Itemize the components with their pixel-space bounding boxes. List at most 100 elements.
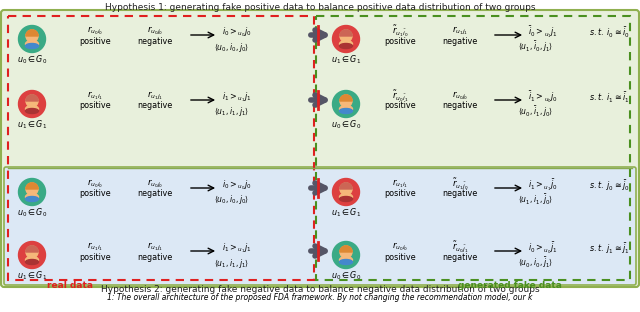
Text: $s.t.\; i_1 \cong \bar{i}_1$: $s.t.\; i_1 \cong \bar{i}_1$	[589, 91, 630, 105]
Ellipse shape	[26, 109, 38, 114]
Text: $i_0 >_{u_0} \bar{j}_1$: $i_0 >_{u_0} \bar{j}_1$	[528, 240, 558, 256]
Text: $r_{u_0j_0}$: $r_{u_0j_0}$	[147, 178, 163, 190]
Ellipse shape	[339, 256, 353, 264]
Text: $\langle u_1, i_1, \bar{j}_0 \rangle$: $\langle u_1, i_1, \bar{j}_0 \rangle$	[518, 193, 553, 207]
Text: negative: negative	[138, 101, 173, 110]
Text: $u_1 \in G_1$: $u_1 \in G_1$	[17, 270, 47, 282]
Text: generated fake data: generated fake data	[458, 281, 562, 290]
Text: $s.t.\; i_0 \cong \bar{i}_0$: $s.t.\; i_0 \cong \bar{i}_0$	[589, 26, 630, 40]
Circle shape	[26, 30, 38, 42]
Text: $r_{u_1j_1}$: $r_{u_1j_1}$	[147, 241, 163, 253]
Ellipse shape	[339, 260, 353, 265]
Text: $\tilde{r}_{u_0\bar{i}_1}$: $\tilde{r}_{u_0\bar{i}_1}$	[392, 88, 408, 104]
Ellipse shape	[339, 41, 353, 47]
Text: real data: real data	[47, 281, 93, 290]
Circle shape	[340, 246, 352, 258]
Text: $i_0 >_{u_0} j_0$: $i_0 >_{u_0} j_0$	[222, 178, 252, 192]
Text: $\tilde{r}_{u_0\bar{j}_1}$: $\tilde{r}_{u_0\bar{j}_1}$	[452, 240, 468, 255]
Wedge shape	[340, 246, 352, 252]
Text: $\langle u_0, i_0, j_0 \rangle$: $\langle u_0, i_0, j_0 \rangle$	[214, 41, 249, 53]
Text: positive: positive	[384, 37, 416, 46]
Text: Hypothesis 1: generating fake positive data to balance positive data distributio: Hypothesis 1: generating fake positive d…	[105, 3, 535, 12]
Circle shape	[19, 90, 45, 118]
Text: Hypothesis 2: generating fake negative data to balance negative data distributio: Hypothesis 2: generating fake negative d…	[100, 285, 540, 294]
Text: $i_0 >_{u_0} j_0$: $i_0 >_{u_0} j_0$	[222, 25, 252, 39]
Text: positive: positive	[79, 189, 111, 198]
Text: negative: negative	[138, 189, 173, 198]
Text: $\langle u_0, i_0, j_0 \rangle$: $\langle u_0, i_0, j_0 \rangle$	[214, 193, 249, 207]
Wedge shape	[26, 183, 38, 189]
Circle shape	[19, 178, 45, 206]
Text: negative: negative	[442, 252, 477, 261]
Text: $r_{u_0i_0}$: $r_{u_0i_0}$	[392, 241, 408, 253]
Text: negative: negative	[138, 252, 173, 261]
Circle shape	[26, 95, 38, 107]
Ellipse shape	[339, 43, 353, 48]
Circle shape	[340, 30, 352, 42]
Circle shape	[26, 246, 38, 258]
Wedge shape	[26, 95, 38, 101]
Wedge shape	[340, 30, 352, 36]
Ellipse shape	[339, 105, 353, 113]
Wedge shape	[26, 246, 38, 252]
Text: $i_1 >_{u_1} j_1$: $i_1 >_{u_1} j_1$	[222, 90, 252, 104]
FancyBboxPatch shape	[4, 167, 636, 285]
Text: $u_1 \in G_1$: $u_1 \in G_1$	[331, 54, 361, 66]
Text: $\tilde{r}_{u_1\bar{j}_0}$: $\tilde{r}_{u_1\bar{j}_0}$	[452, 177, 468, 192]
Text: $r_{u_0i_0}$: $r_{u_0i_0}$	[87, 178, 103, 190]
FancyBboxPatch shape	[1, 10, 639, 287]
Text: $\langle u_1, i_1, j_1 \rangle$: $\langle u_1, i_1, j_1 \rangle$	[214, 256, 249, 270]
Circle shape	[26, 183, 38, 195]
Text: $s.t.\; j_1 \cong \bar{j}_1$: $s.t.\; j_1 \cong \bar{j}_1$	[589, 241, 630, 256]
Text: $u_1 \in G_1$: $u_1 \in G_1$	[331, 207, 361, 219]
Text: $r_{u_1i_1}$: $r_{u_1i_1}$	[392, 178, 408, 190]
Ellipse shape	[339, 197, 353, 202]
Text: $\langle u_0, i_0, \bar{j}_1 \rangle$: $\langle u_0, i_0, \bar{j}_1 \rangle$	[518, 256, 553, 271]
Text: positive: positive	[79, 101, 111, 110]
Ellipse shape	[339, 193, 353, 201]
Text: $u_0 \in G_0$: $u_0 \in G_0$	[331, 270, 361, 282]
Circle shape	[333, 178, 360, 206]
Text: positive: positive	[384, 189, 416, 198]
Text: $\bar{i}_0 >_{u_1} j_1$: $\bar{i}_0 >_{u_1} j_1$	[528, 24, 558, 40]
Text: negative: negative	[138, 37, 173, 46]
Text: $i_1 >_{u_1} j_1$: $i_1 >_{u_1} j_1$	[222, 241, 252, 255]
Text: negative: negative	[442, 37, 477, 46]
Text: $r_{u_1i_1}$: $r_{u_1i_1}$	[87, 241, 103, 253]
Text: positive: positive	[384, 101, 416, 110]
Text: $\tilde{r}_{u_1\bar{i}_0}$: $\tilde{r}_{u_1\bar{i}_0}$	[392, 23, 408, 39]
Text: $\langle u_1, \bar{i}_0, j_1 \rangle$: $\langle u_1, \bar{i}_0, j_1 \rangle$	[518, 40, 553, 54]
Circle shape	[19, 241, 45, 269]
Text: $r_{u_1j_1}$: $r_{u_1j_1}$	[452, 25, 468, 37]
Text: 1: The overall architecture of the proposed FDA framework. By not changing the r: 1: The overall architecture of the propo…	[108, 293, 532, 301]
Text: $u_0 \in G_0$: $u_0 \in G_0$	[17, 207, 47, 219]
Wedge shape	[340, 95, 352, 101]
Circle shape	[333, 26, 360, 52]
Text: $i_1 >_{u_1} \bar{j}_0$: $i_1 >_{u_1} \bar{j}_0$	[528, 177, 558, 193]
Text: positive: positive	[384, 252, 416, 261]
Ellipse shape	[26, 256, 38, 264]
Ellipse shape	[26, 197, 38, 202]
Text: $r_{u_1j_1}$: $r_{u_1j_1}$	[147, 90, 163, 102]
Ellipse shape	[26, 193, 38, 201]
Text: $u_1 \in G_1$: $u_1 \in G_1$	[17, 119, 47, 131]
Text: $r_{u_0j_0}$: $r_{u_0j_0}$	[452, 90, 468, 102]
Circle shape	[19, 26, 45, 52]
Text: positive: positive	[79, 37, 111, 46]
Ellipse shape	[26, 105, 38, 113]
Text: $u_0 \in G_0$: $u_0 \in G_0$	[17, 54, 47, 66]
Wedge shape	[26, 30, 38, 36]
Text: $s.t.\; j_0 \cong \bar{j}_0$: $s.t.\; j_0 \cong \bar{j}_0$	[589, 179, 630, 193]
FancyBboxPatch shape	[6, 168, 634, 284]
Text: negative: negative	[442, 189, 477, 198]
Text: $\langle u_0, \bar{i}_1, j_0 \rangle$: $\langle u_0, \bar{i}_1, j_0 \rangle$	[518, 105, 553, 119]
Circle shape	[333, 241, 360, 269]
Text: $r_{u_0i_0}$: $r_{u_0i_0}$	[87, 25, 103, 37]
Circle shape	[340, 183, 352, 195]
Ellipse shape	[26, 260, 38, 265]
Text: $r_{u_1i_1}$: $r_{u_1i_1}$	[87, 90, 103, 102]
Text: $\langle u_1, i_1, j_1 \rangle$: $\langle u_1, i_1, j_1 \rangle$	[214, 105, 249, 119]
Text: $u_0 \in G_0$: $u_0 \in G_0$	[331, 119, 361, 131]
Ellipse shape	[26, 43, 38, 48]
Text: $\bar{i}_1 >_{u_0} j_0$: $\bar{i}_1 >_{u_0} j_0$	[528, 89, 558, 105]
